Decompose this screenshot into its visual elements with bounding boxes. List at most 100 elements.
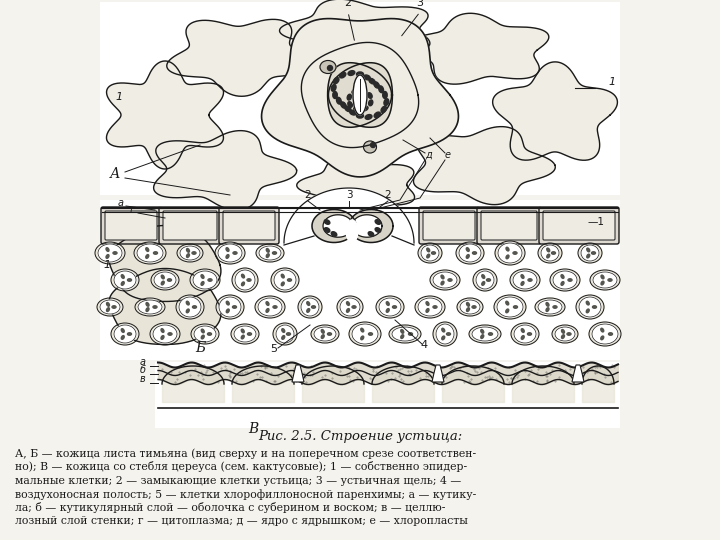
Ellipse shape — [473, 269, 497, 291]
Ellipse shape — [506, 247, 509, 251]
Ellipse shape — [374, 82, 379, 88]
Ellipse shape — [106, 255, 109, 258]
Ellipse shape — [578, 243, 602, 263]
Ellipse shape — [369, 333, 372, 335]
Ellipse shape — [207, 333, 212, 335]
Ellipse shape — [271, 268, 299, 292]
FancyBboxPatch shape — [163, 211, 217, 240]
Ellipse shape — [266, 254, 269, 258]
Ellipse shape — [191, 324, 219, 344]
Ellipse shape — [340, 72, 346, 78]
Ellipse shape — [361, 336, 364, 340]
Ellipse shape — [146, 308, 149, 312]
Text: 5: 5 — [270, 344, 277, 354]
Ellipse shape — [498, 243, 522, 263]
Ellipse shape — [111, 323, 139, 345]
Ellipse shape — [555, 327, 575, 341]
Text: А, Б — кожица листа тимьяна (вид сверху и на поперечном срезе соответствен-: А, Б — кожица листа тимьяна (вид сверху … — [15, 448, 476, 459]
Text: 2: 2 — [384, 190, 391, 200]
FancyBboxPatch shape — [481, 211, 537, 240]
Ellipse shape — [161, 329, 164, 333]
Ellipse shape — [340, 298, 360, 316]
FancyBboxPatch shape — [423, 211, 475, 240]
Ellipse shape — [231, 324, 259, 344]
Ellipse shape — [586, 309, 589, 313]
Ellipse shape — [273, 306, 277, 308]
Ellipse shape — [247, 279, 251, 281]
Ellipse shape — [134, 242, 166, 264]
Ellipse shape — [301, 298, 319, 316]
Ellipse shape — [337, 296, 363, 318]
Ellipse shape — [107, 302, 109, 306]
Ellipse shape — [154, 272, 176, 288]
Ellipse shape — [349, 322, 381, 346]
Ellipse shape — [553, 306, 557, 308]
Ellipse shape — [562, 329, 564, 333]
Ellipse shape — [345, 106, 351, 112]
Ellipse shape — [472, 327, 498, 341]
Ellipse shape — [592, 324, 618, 344]
Ellipse shape — [150, 323, 180, 345]
Ellipse shape — [600, 328, 604, 332]
Ellipse shape — [590, 270, 620, 290]
Ellipse shape — [567, 333, 571, 335]
Ellipse shape — [467, 255, 469, 258]
Ellipse shape — [456, 242, 484, 264]
Ellipse shape — [216, 295, 244, 319]
Ellipse shape — [259, 246, 281, 260]
FancyBboxPatch shape — [105, 211, 157, 240]
Ellipse shape — [233, 252, 237, 254]
Ellipse shape — [514, 325, 536, 343]
Polygon shape — [297, 158, 415, 213]
Ellipse shape — [521, 275, 524, 279]
Ellipse shape — [352, 89, 358, 94]
Ellipse shape — [153, 306, 157, 308]
Ellipse shape — [386, 302, 390, 306]
Ellipse shape — [312, 306, 315, 308]
Ellipse shape — [215, 242, 245, 264]
Ellipse shape — [376, 296, 404, 318]
Polygon shape — [292, 365, 304, 382]
Ellipse shape — [333, 91, 337, 98]
Ellipse shape — [481, 329, 484, 333]
Ellipse shape — [592, 252, 595, 254]
Ellipse shape — [369, 100, 373, 106]
Ellipse shape — [506, 255, 509, 259]
Ellipse shape — [248, 333, 251, 335]
Ellipse shape — [381, 106, 387, 112]
Ellipse shape — [552, 252, 556, 254]
Ellipse shape — [505, 309, 509, 313]
Ellipse shape — [546, 254, 550, 258]
Polygon shape — [432, 365, 444, 382]
Ellipse shape — [321, 329, 324, 333]
Ellipse shape — [546, 302, 549, 306]
Ellipse shape — [127, 333, 132, 335]
Ellipse shape — [361, 328, 364, 332]
Ellipse shape — [488, 333, 492, 335]
Ellipse shape — [418, 243, 442, 263]
Ellipse shape — [346, 220, 358, 242]
Ellipse shape — [95, 242, 125, 264]
Ellipse shape — [202, 329, 204, 333]
Text: 1: 1 — [608, 77, 615, 87]
Ellipse shape — [192, 252, 196, 254]
Ellipse shape — [510, 269, 540, 291]
Ellipse shape — [601, 275, 604, 279]
Ellipse shape — [535, 298, 565, 316]
Ellipse shape — [97, 298, 123, 316]
Ellipse shape — [401, 329, 404, 333]
Ellipse shape — [219, 297, 241, 317]
Ellipse shape — [513, 252, 517, 254]
Polygon shape — [167, 19, 314, 96]
Ellipse shape — [113, 252, 117, 254]
Ellipse shape — [442, 328, 445, 332]
Text: лозный слой стенки; г — цитоплазма; д — ядро с ядрышком; е — хлоропласты: лозный слой стенки; г — цитоплазма; д — … — [15, 516, 468, 526]
Ellipse shape — [161, 275, 164, 279]
FancyBboxPatch shape — [539, 207, 619, 244]
Ellipse shape — [608, 279, 612, 281]
Ellipse shape — [168, 279, 171, 281]
Ellipse shape — [431, 252, 436, 254]
Ellipse shape — [266, 302, 269, 306]
Ellipse shape — [467, 302, 469, 306]
Ellipse shape — [274, 270, 296, 290]
